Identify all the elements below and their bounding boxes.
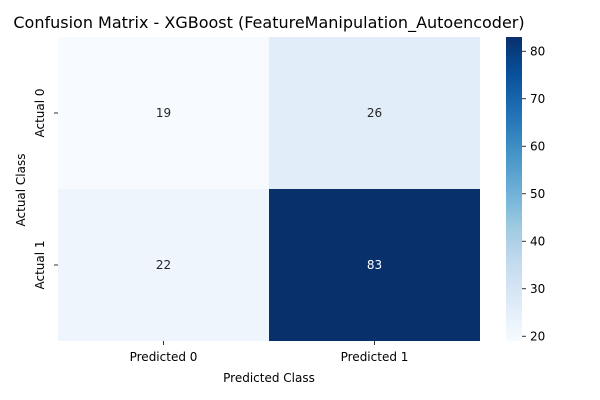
cell-value-label: 19 — [156, 106, 171, 120]
colorbar-ticks: 20 30 40 50 60 70 80 — [522, 44, 545, 343]
cell-value-label: 26 — [367, 106, 382, 120]
colorbar — [506, 37, 522, 341]
heatmap-cell — [269, 37, 480, 189]
y-tick-label: Actual 0 — [33, 88, 47, 137]
x-tick-label: Predicted 0 — [130, 350, 198, 364]
colorbar-tick-label: 20 — [530, 329, 545, 343]
cell-value-label: 22 — [156, 258, 171, 272]
x-axis-label: Predicted Class — [223, 371, 315, 385]
y-axis-ticks: Actual 0 Actual 1 — [33, 88, 58, 290]
chart-title: Confusion Matrix - XGBoost (FeatureManip… — [13, 13, 524, 33]
colorbar-tick-label: 80 — [530, 44, 545, 58]
heatmap-cell-labels: 19 26 22 83 — [156, 106, 382, 272]
cell-value-label: 83 — [367, 258, 382, 272]
colorbar-tick-label: 50 — [530, 187, 545, 201]
colorbar-tick-label: 30 — [530, 282, 545, 296]
heatmap-cell — [58, 37, 269, 189]
y-tick-label: Actual 1 — [33, 240, 47, 289]
y-axis-label: Actual Class — [14, 154, 28, 227]
heatmap-cell — [269, 189, 480, 341]
x-tick-label: Predicted 1 — [341, 350, 409, 364]
x-axis-ticks: Predicted 0 Predicted 1 — [130, 341, 409, 364]
heatmap-cells — [58, 37, 480, 341]
colorbar-tick-label: 70 — [530, 92, 545, 106]
heatmap-cell — [58, 189, 269, 341]
colorbar-tick-label: 60 — [530, 139, 545, 153]
colorbar-tick-label: 40 — [530, 234, 545, 248]
